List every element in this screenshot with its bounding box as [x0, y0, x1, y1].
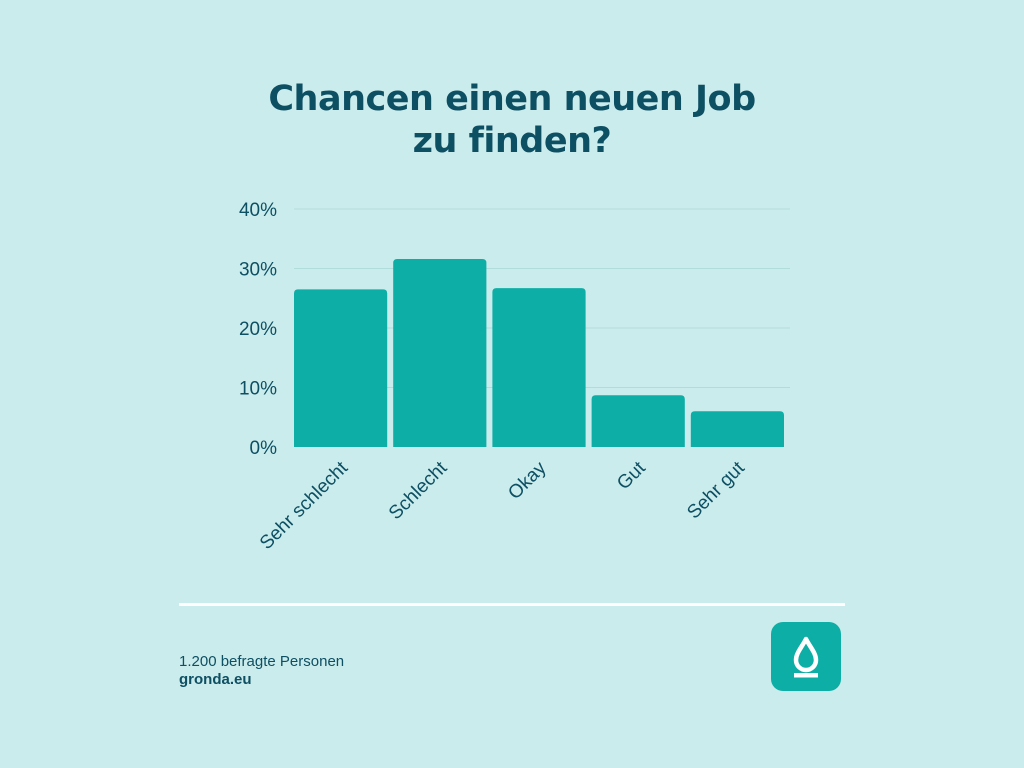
gronda-logo: [771, 622, 841, 691]
divider: [179, 603, 845, 606]
bar-sehr-gut: [690, 411, 784, 447]
y-tick-label: 30%: [239, 260, 277, 281]
title-line-1: Chancen einen neuen Job: [268, 79, 756, 119]
x-tick-label: Sehr gut: [683, 457, 749, 523]
y-tick-label: 40%: [239, 200, 277, 221]
x-tick-label: Sehr schlecht: [256, 457, 353, 554]
bar-schlecht: [393, 258, 487, 447]
chart-title: Chancen einen neuen Job zu finden?: [0, 78, 1024, 162]
drop-icon: [793, 636, 819, 678]
x-tick-label: Okay: [504, 457, 551, 504]
title-line-2: zu finden?: [412, 121, 612, 161]
bar-okay: [492, 288, 586, 447]
bar-sehr-schlecht: [294, 289, 388, 447]
x-tick-label: Gut: [613, 457, 650, 494]
x-tick-label: Schlecht: [385, 457, 452, 524]
source-link: gronda.eu: [179, 671, 252, 688]
y-tick-label: 20%: [239, 319, 277, 340]
y-tick-label: 0%: [250, 438, 278, 459]
bar-gut: [591, 395, 685, 447]
bar-chart: 0% 10% 20% 30% 40% Sehr schlecht Schlecht Okay G…: [239, 200, 790, 554]
y-tick-label: 10%: [239, 379, 277, 400]
sample-size: 1.200 befragte Personen: [179, 653, 345, 670]
